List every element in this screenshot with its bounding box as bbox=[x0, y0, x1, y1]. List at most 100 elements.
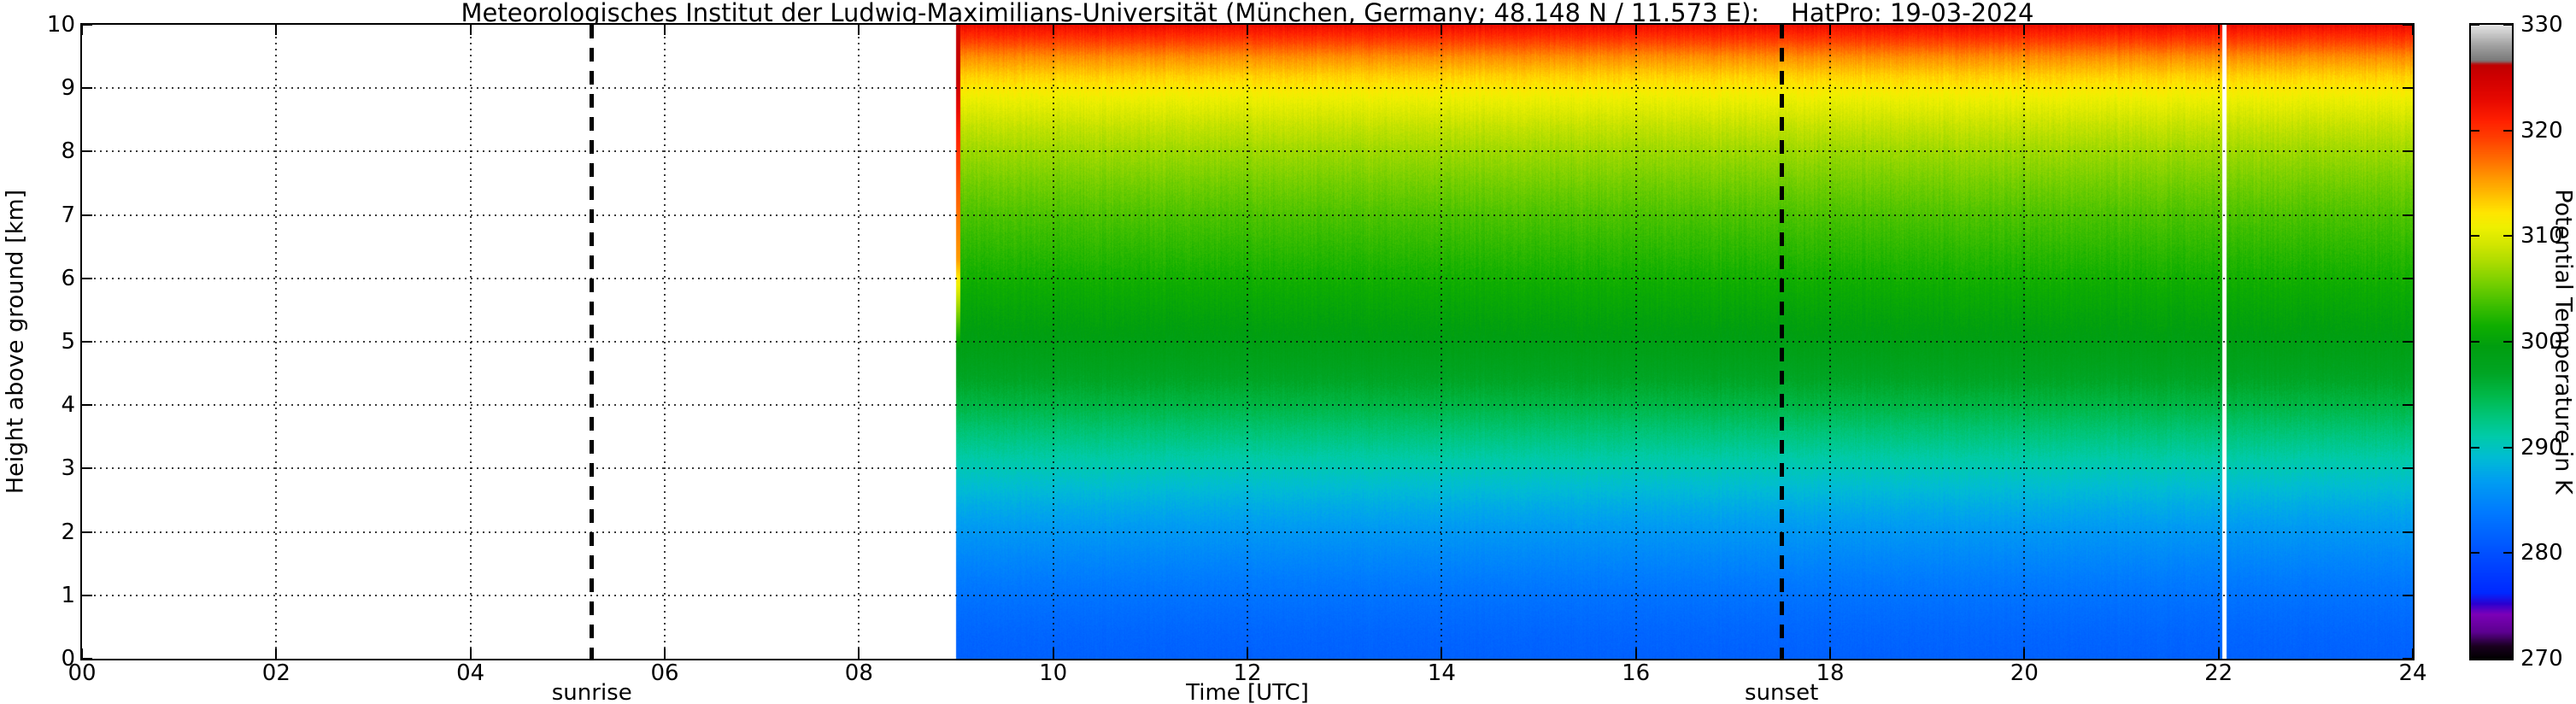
y-axis-tick bbox=[82, 150, 92, 153]
colorbar-tick-label: 270 bbox=[2520, 646, 2563, 672]
colorbar-tick bbox=[2471, 446, 2479, 449]
y-tick-label: 4 bbox=[61, 392, 75, 419]
y-axis-tick bbox=[2403, 150, 2413, 153]
colorbar-tick bbox=[2503, 129, 2512, 132]
x-axis-tick bbox=[664, 648, 666, 659]
y-axis-tick bbox=[2403, 531, 2413, 533]
colorbar-tick-label: 320 bbox=[2520, 117, 2563, 144]
gridline-horizontal bbox=[82, 467, 2413, 470]
y-axis-tick bbox=[2403, 594, 2413, 596]
x-axis-tick bbox=[1634, 25, 1637, 35]
x-tick-label: 08 bbox=[844, 660, 873, 686]
y-axis-tick bbox=[82, 277, 92, 279]
gridline-horizontal bbox=[82, 150, 2413, 153]
x-axis-tick bbox=[2023, 25, 2026, 35]
y-tick-label: 2 bbox=[61, 519, 75, 545]
y-axis-tick bbox=[2403, 467, 2413, 470]
colorbar bbox=[2469, 23, 2514, 660]
x-tick-label: 00 bbox=[67, 660, 97, 686]
y-tick-label: 7 bbox=[61, 202, 75, 228]
x-axis-tick bbox=[2412, 25, 2414, 35]
x-axis-tick bbox=[81, 648, 83, 659]
gridline-horizontal bbox=[82, 531, 2413, 533]
x-axis-tick bbox=[1634, 648, 1637, 659]
colorbar-tick-label: 290 bbox=[2520, 434, 2563, 461]
colorbar-tick bbox=[2503, 658, 2512, 660]
x-axis-tick bbox=[1829, 25, 1831, 35]
y-axis-tick bbox=[82, 87, 92, 90]
y-tick-label: 1 bbox=[61, 582, 75, 608]
x-axis-tick bbox=[81, 25, 83, 35]
y-axis-tick bbox=[82, 531, 92, 533]
y-axis-tick bbox=[2403, 341, 2413, 343]
y-axis-tick bbox=[82, 214, 92, 216]
sunset-label: sunset bbox=[1745, 680, 1819, 704]
x-tick-label: 02 bbox=[261, 660, 290, 686]
gridline-horizontal bbox=[82, 87, 2413, 90]
x-tick-label: 18 bbox=[1816, 660, 1845, 686]
x-tick-label: 14 bbox=[1427, 660, 1456, 686]
y-axis-tick bbox=[2403, 277, 2413, 279]
colorbar-tick bbox=[2471, 552, 2479, 554]
x-axis-label: Time [UTC] bbox=[1186, 680, 1309, 704]
x-axis-tick bbox=[1052, 648, 1054, 659]
gridline-horizontal bbox=[82, 594, 2413, 596]
x-tick-label: 20 bbox=[2010, 660, 2039, 686]
gridline-horizontal bbox=[82, 277, 2413, 279]
x-axis-tick bbox=[275, 648, 278, 659]
y-axis-tick bbox=[2403, 87, 2413, 90]
x-axis-tick bbox=[2217, 648, 2220, 659]
x-axis-tick bbox=[858, 25, 860, 35]
x-axis-tick bbox=[2412, 648, 2414, 659]
x-axis-tick bbox=[1441, 648, 1443, 659]
sunset-line bbox=[1779, 25, 1784, 659]
y-axis-tick bbox=[2403, 24, 2413, 26]
x-axis-tick bbox=[469, 25, 472, 35]
y-tick-label: 6 bbox=[61, 265, 75, 291]
y-tick-label: 8 bbox=[61, 138, 75, 165]
colorbar-tick bbox=[2503, 446, 2512, 449]
y-axis-tick bbox=[82, 658, 92, 660]
colorbar-tick-label: 300 bbox=[2520, 329, 2563, 355]
y-axis-tick bbox=[2403, 658, 2413, 660]
x-axis-tick bbox=[1052, 25, 1054, 35]
colorbar-tick bbox=[2471, 129, 2479, 132]
colorbar-tick bbox=[2503, 24, 2512, 26]
colorbar-tick bbox=[2471, 658, 2479, 660]
y-tick-label: 9 bbox=[61, 75, 75, 102]
x-axis-tick bbox=[1441, 25, 1443, 35]
x-tick-label: 22 bbox=[2204, 660, 2233, 686]
colorbar-tick bbox=[2471, 24, 2479, 26]
y-axis-tick bbox=[2403, 214, 2413, 216]
colorbar-tick bbox=[2471, 235, 2479, 238]
y-axis-tick bbox=[82, 594, 92, 596]
x-axis-tick bbox=[2023, 648, 2026, 659]
colorbar-axis-label: Potential Temperature in K bbox=[2550, 189, 2576, 495]
colorbar-tick-label: 280 bbox=[2520, 540, 2563, 566]
y-tick-label: 0 bbox=[61, 646, 75, 672]
x-axis-tick bbox=[1829, 648, 1831, 659]
y-axis-tick bbox=[82, 24, 92, 26]
colorbar-tick-label: 310 bbox=[2520, 223, 2563, 249]
gridline-horizontal bbox=[82, 214, 2413, 216]
gridline-horizontal bbox=[82, 404, 2413, 407]
x-axis-tick bbox=[469, 648, 472, 659]
colorbar-tick-label: 330 bbox=[2520, 12, 2563, 38]
colorbar-tick bbox=[2503, 235, 2512, 238]
colorbar-tick bbox=[2503, 341, 2512, 343]
x-axis-tick bbox=[1247, 25, 1248, 35]
y-axis-tick bbox=[2403, 404, 2413, 407]
x-tick-label: 12 bbox=[1233, 660, 1262, 686]
x-axis-tick bbox=[858, 648, 860, 659]
sunrise-label: sunrise bbox=[551, 680, 632, 704]
colorbar-tick bbox=[2471, 341, 2479, 343]
gridline-horizontal bbox=[82, 341, 2413, 343]
x-axis-tick bbox=[664, 25, 666, 35]
sunrise-line bbox=[590, 25, 595, 659]
x-tick-label: 04 bbox=[456, 660, 485, 686]
x-tick-label: 10 bbox=[1039, 660, 1068, 686]
y-tick-label: 5 bbox=[61, 329, 75, 355]
plot-area bbox=[80, 23, 2415, 660]
y-tick-label: 10 bbox=[46, 12, 75, 38]
